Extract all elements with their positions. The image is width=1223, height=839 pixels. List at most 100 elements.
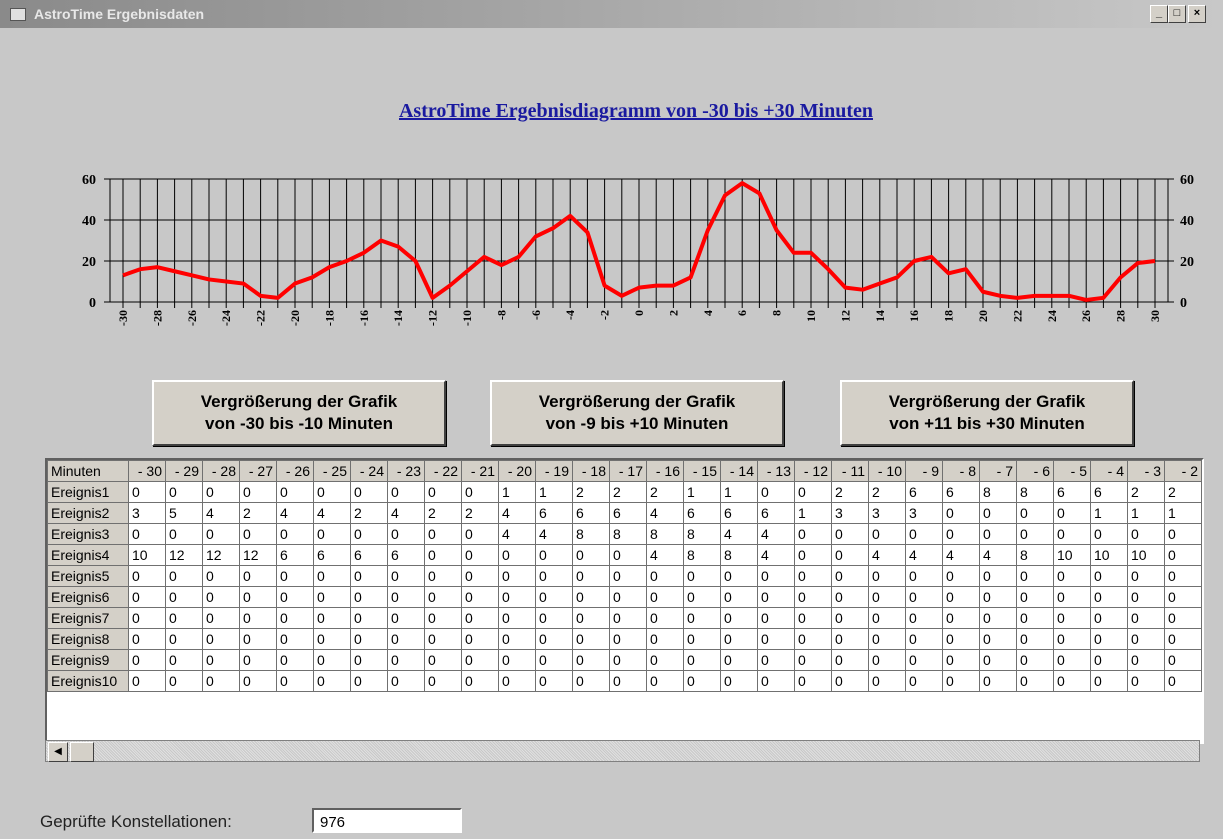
data-cell: 0: [276, 607, 314, 629]
data-cell: 0: [128, 481, 166, 503]
data-cell: 8: [1016, 481, 1054, 503]
header-cell: - 27: [239, 460, 277, 482]
data-cell: 2: [572, 481, 610, 503]
data-cell: 2: [350, 502, 388, 524]
data-row: Ereignis9 0 0 0 0 0 0 0 0 0 0 0 0 0 0 0 0 0 0 0 0 0 0 0 0 0 0 0 0 0: [47, 649, 1202, 671]
header-cell: - 15: [683, 460, 721, 482]
minimize-button[interactable]: _: [1150, 5, 1168, 23]
data-cell: 0: [350, 649, 388, 671]
row-label: Ereignis7: [47, 607, 129, 629]
data-cell: 2: [646, 481, 684, 503]
data-cell: 0: [239, 586, 277, 608]
data-cell: 0: [498, 586, 536, 608]
data-cell: 0: [905, 649, 943, 671]
data-cell: 0: [1127, 670, 1165, 692]
y-tick-label: 60: [82, 173, 96, 188]
data-cell: 8: [683, 523, 721, 545]
data-cell: 0: [905, 523, 943, 545]
header-cell: - 16: [646, 460, 684, 482]
scroll-left[interactable]: ◀: [48, 742, 68, 762]
data-cell: 0: [1090, 607, 1128, 629]
data-cell: 0: [424, 565, 462, 587]
data-cell: 0: [831, 523, 869, 545]
data-cell: 10: [1127, 544, 1165, 566]
data-cell: 0: [535, 670, 573, 692]
data-cell: 0: [1164, 565, 1202, 587]
header-cell: - 22: [424, 460, 462, 482]
data-cell: 0: [979, 565, 1017, 587]
header-cell: - 3: [1127, 460, 1165, 482]
y2-tick-label: 0: [1180, 296, 1187, 311]
data-cell: 10: [1090, 544, 1128, 566]
data-cell: 0: [1053, 607, 1091, 629]
maximize-button[interactable]: □: [1168, 5, 1186, 23]
zoom-button[interactable]: Vergrößerung der Grafik von -9 bis +10 Mi…: [490, 380, 784, 446]
data-cell: 0: [720, 586, 758, 608]
data-cell: 0: [424, 628, 462, 650]
data-cell: 0: [1016, 670, 1054, 692]
footer-label: Geprüfte Konstellationen:: [40, 812, 232, 831]
data-cell: 2: [424, 502, 462, 524]
h-scrollbar[interactable]: ◀: [45, 740, 1200, 762]
footer-value[interactable]: 976: [312, 808, 462, 833]
data-cell: 0: [202, 670, 240, 692]
x-tick-label: -28: [150, 310, 164, 326]
data-cell: 0: [1090, 670, 1128, 692]
data-cell: 0: [1127, 586, 1165, 608]
data-cell: 0: [1016, 649, 1054, 671]
data-cell: 0: [424, 670, 462, 692]
data-cell: 0: [535, 586, 573, 608]
data-cell: 0: [1016, 607, 1054, 629]
data-cell: 0: [461, 628, 499, 650]
data-cell: 8: [1016, 544, 1054, 566]
data-cell: 0: [498, 670, 536, 692]
data-cell: 0: [868, 628, 906, 650]
x-tick-label: -24: [219, 310, 233, 326]
data-cell: 0: [979, 628, 1017, 650]
data-cell: 4: [942, 544, 980, 566]
data-cell: 4: [757, 523, 795, 545]
data-cell: 0: [979, 586, 1017, 608]
data-cell: 0: [868, 607, 906, 629]
data-cell: 0: [757, 649, 795, 671]
header-cell: - 25: [313, 460, 351, 482]
data-cell: 0: [609, 544, 647, 566]
x-tick-label: 0: [632, 310, 646, 316]
data-cell: 0: [1053, 628, 1091, 650]
data-cell: 0: [831, 670, 869, 692]
data-cell: 0: [387, 670, 425, 692]
zoom-button[interactable]: Vergrößerung der Grafik von +11 bis +30 M…: [840, 380, 1134, 446]
header-cell: - 7: [979, 460, 1017, 482]
data-cell: 6: [1053, 481, 1091, 503]
header-cell: - 23: [387, 460, 425, 482]
data-cell: 0: [128, 523, 166, 545]
data-cell: 0: [276, 586, 314, 608]
data-cell: 1: [535, 481, 573, 503]
close-button[interactable]: ×: [1188, 5, 1206, 23]
button-line: Vergrößerung der Grafik: [200, 392, 398, 411]
data-cell: 6: [350, 544, 388, 566]
data-cell: 0: [572, 628, 610, 650]
data-cell: 0: [535, 628, 573, 650]
data-cell: 0: [276, 649, 314, 671]
data-cell: 0: [757, 628, 795, 650]
data-cell: 0: [1090, 523, 1128, 545]
header-cell: - 19: [535, 460, 573, 482]
header-cell: - 29: [165, 460, 203, 482]
data-cell: 0: [350, 565, 388, 587]
data-cell: 0: [461, 607, 499, 629]
data-cell: 0: [424, 649, 462, 671]
data-cell: 1: [720, 481, 758, 503]
zoom-button[interactable]: Vergrößerung der Grafik von -30 bis -10 M…: [152, 380, 446, 446]
data-cell: 0: [165, 523, 203, 545]
data-cell: 0: [387, 628, 425, 650]
scroll-thumb[interactable]: [70, 742, 94, 762]
data-cell: 0: [424, 586, 462, 608]
data-cell: 0: [572, 565, 610, 587]
data-cell: 1: [1127, 502, 1165, 524]
grid-table: Minuten - 30- 29- 28- 27- 26- 25- 24- 23-…: [47, 460, 1202, 692]
header-cell: - 14: [720, 460, 758, 482]
data-cell: 0: [1053, 586, 1091, 608]
data-cell: 0: [942, 607, 980, 629]
data-grid[interactable]: Minuten - 30- 29- 28- 27- 26- 25- 24- 23-…: [45, 458, 1204, 744]
